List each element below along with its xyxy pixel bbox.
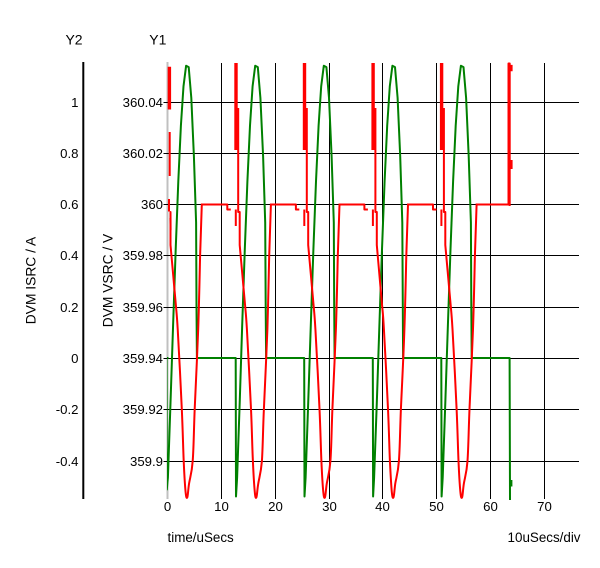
svg-text:60: 60 <box>483 499 498 514</box>
svg-text:DVM VSRC / V: DVM VSRC / V <box>101 233 116 327</box>
svg-text:40: 40 <box>375 499 390 514</box>
svg-text:0: 0 <box>164 499 171 514</box>
svg-text:360.02: 360.02 <box>123 146 163 161</box>
svg-text:10uSecs/div: 10uSecs/div <box>508 530 581 545</box>
svg-text:359.94: 359.94 <box>123 351 163 366</box>
svg-text:0.8: 0.8 <box>60 146 78 161</box>
svg-text:0.4: 0.4 <box>60 248 78 263</box>
svg-text:359.96: 359.96 <box>123 300 163 315</box>
svg-text:359.98: 359.98 <box>123 248 163 263</box>
svg-text:30: 30 <box>322 499 337 514</box>
svg-text:0: 0 <box>71 351 78 366</box>
svg-text:10: 10 <box>214 499 229 514</box>
svg-text:-0.4: -0.4 <box>56 454 79 469</box>
svg-text:Y1: Y1 <box>149 32 166 48</box>
svg-text:0.2: 0.2 <box>60 300 78 315</box>
svg-text:-0.2: -0.2 <box>56 402 79 417</box>
svg-text:0.6: 0.6 <box>60 197 78 212</box>
svg-text:359.9: 359.9 <box>130 454 163 469</box>
svg-text:Y2: Y2 <box>65 32 82 48</box>
svg-text:360.04: 360.04 <box>123 95 163 110</box>
svg-text:359.92: 359.92 <box>123 402 163 417</box>
svg-text:70: 70 <box>537 499 552 514</box>
svg-text:time/uSecs: time/uSecs <box>168 530 235 545</box>
svg-text:50: 50 <box>429 499 444 514</box>
svg-text:DVM ISRC / A: DVM ISRC / A <box>24 236 39 324</box>
svg-text:1: 1 <box>71 95 78 110</box>
svg-text:20: 20 <box>268 499 283 514</box>
svg-text:360: 360 <box>141 197 163 212</box>
